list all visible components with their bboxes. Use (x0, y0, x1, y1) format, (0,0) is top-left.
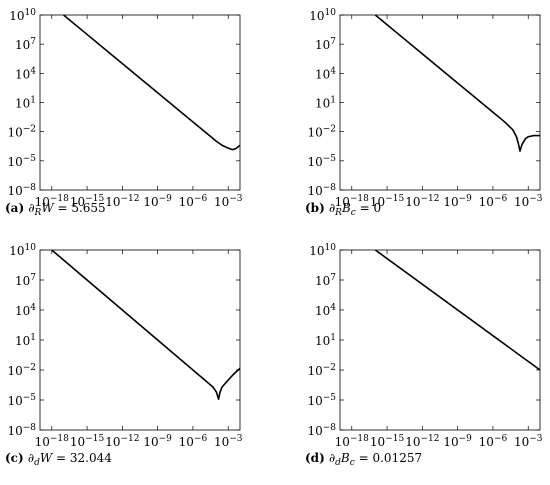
y-tick-label: 10−2 (7, 363, 36, 378)
x-tick-label: 10−9 (443, 194, 472, 209)
x-tick-label: 10−12 (105, 434, 139, 449)
y-tick-label: 10−8 (7, 423, 36, 438)
y-tick-label: 10−2 (307, 363, 336, 378)
x-tick-label: 10−3 (514, 434, 543, 449)
y-tick-label: 10−5 (7, 154, 36, 169)
x-tick-label: 10−15 (370, 434, 405, 449)
x-tick-label: 10−12 (405, 194, 439, 209)
subplot-caption: (d) ∂dBc = 0.01257 (305, 451, 422, 468)
series-line (374, 15, 540, 152)
plot-frame (39, 14, 241, 191)
x-tick-label: 10−15 (370, 194, 405, 209)
x-tick-label: 10−9 (143, 194, 172, 209)
y-tick-label: 107 (315, 273, 336, 288)
y-tick-label: 107 (15, 273, 36, 288)
y-tick-label: 10−8 (7, 183, 36, 198)
series-line (63, 15, 240, 151)
y-tick-label: 10−8 (307, 423, 336, 438)
x-tick-label: 10−18 (35, 194, 70, 209)
series-line (374, 250, 540, 371)
y-tick-label: 107 (315, 37, 336, 52)
y-tick-label: 104 (15, 66, 36, 81)
x-tick-label: 10−6 (479, 434, 508, 449)
x-tick-label: 10−9 (443, 434, 472, 449)
x-tick-label: 10−12 (405, 434, 439, 449)
x-tick-label: 10−6 (179, 434, 208, 449)
y-tick-label: 1010 (309, 8, 336, 23)
y-tick-label: 101 (315, 96, 336, 111)
y-tick-label: 10−5 (7, 393, 36, 408)
y-tick-label: 104 (15, 303, 36, 318)
y-tick-label: 10−2 (7, 125, 36, 140)
y-tick-label: 101 (315, 333, 336, 348)
series-line (51, 250, 240, 401)
x-tick-label: 10−15 (70, 434, 105, 449)
y-tick-label: 104 (315, 66, 336, 81)
x-tick-label: 10−3 (214, 434, 243, 449)
subplot-d: 10−18 10−15 10−12 10−9 10−6 10−3 1010 107 104 101… (305, 243, 543, 468)
x-tick-label: 10−6 (479, 194, 508, 209)
x-tick-label: 10−3 (514, 194, 543, 209)
x-tick-label: 10−18 (35, 434, 70, 449)
plot-frame (39, 249, 241, 431)
y-tick-label: 10−2 (307, 125, 336, 140)
y-tick-label: 10−5 (307, 154, 336, 169)
y-tick-label: 1010 (9, 243, 36, 258)
subplot-a: 10−18 10−15 10−12 10−9 10−6 10−3 1010 107 104 101… (5, 8, 243, 218)
y-tick-label: 10−5 (307, 393, 336, 408)
subplot-caption: (b) ∂RBc = 0 (305, 201, 381, 218)
x-tick-label: 10−3 (214, 194, 243, 209)
y-tick-label: 101 (15, 333, 36, 348)
y-tick-label: 1010 (309, 243, 336, 258)
subplot-caption: (a) ∂RW = 5.655 (5, 201, 106, 218)
x-tick-label: 10−15 (70, 194, 105, 209)
subplot-caption: (c) ∂dW = 32.044 (5, 451, 112, 468)
x-tick-label: 10−18 (335, 434, 370, 449)
subplot-b: 10−18 10−15 10−12 10−9 10−6 10−3 1010 107 104 101… (305, 8, 543, 218)
y-tick-label: 10−8 (307, 183, 336, 198)
x-tick-label: 10−18 (335, 194, 370, 209)
y-tick-label: 101 (15, 96, 36, 111)
y-tick-label: 104 (315, 303, 336, 318)
x-tick-label: 10−6 (179, 194, 208, 209)
x-tick-label: 10−12 (105, 194, 139, 209)
plot-frame (339, 249, 541, 431)
plot-frame (339, 14, 541, 191)
x-tick-label: 10−9 (143, 434, 172, 449)
subplot-c: 10−18 10−15 10−12 10−9 10−6 10−3 1010 107 104 101… (5, 243, 243, 468)
y-tick-label: 1010 (9, 8, 36, 23)
y-tick-label: 107 (15, 37, 36, 52)
